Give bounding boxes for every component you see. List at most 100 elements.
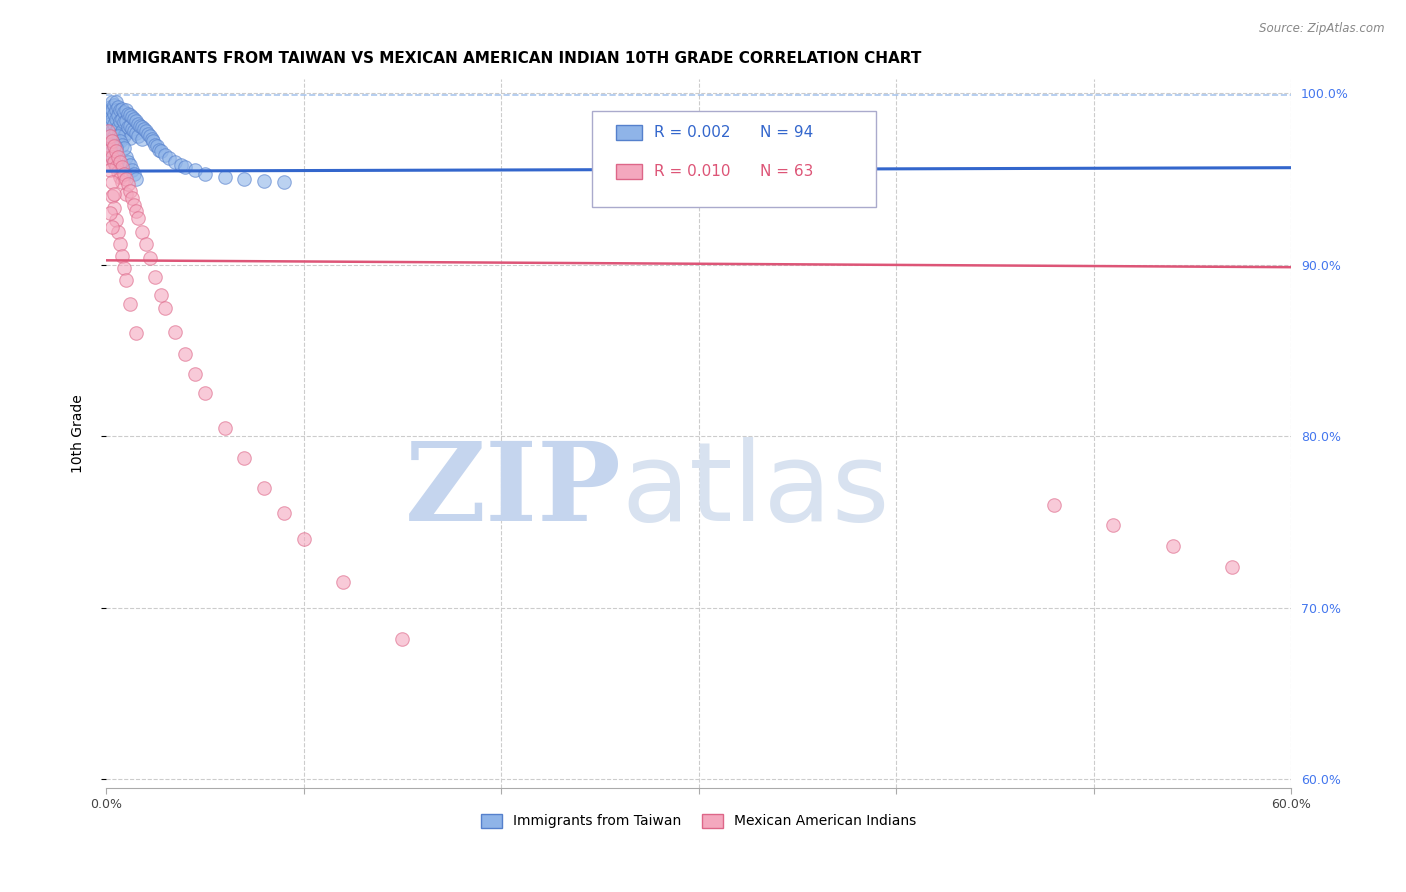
Point (122, 112, 145, 126)
Point (107, 128, 129, 143)
Point (117, 177, 139, 191)
Point (118, 184, 141, 198)
Point (233, 451, 256, 466)
Point (103, 139, 125, 153)
Point (108, 154, 131, 169)
Point (104, 213, 127, 227)
Point (125, 204, 148, 219)
Point (101, 219, 124, 234)
Point (150, 288, 173, 302)
Point (117, 106, 139, 120)
Point (114, 103, 136, 118)
Point (165, 325, 187, 339)
Point (104, 103, 127, 118)
Point (98, 163, 121, 178)
Point (121, 191, 143, 205)
Point (111, 102, 134, 116)
Point (101, 124, 124, 138)
Point (97, 103, 120, 118)
Point (98, 117, 121, 131)
Text: Source: ZipAtlas.com: Source: ZipAtlas.com (1260, 22, 1385, 36)
Point (98, 100, 121, 114)
Point (98, 128, 121, 143)
Point (98, 106, 121, 120)
Point (98, 143, 121, 157)
Point (589, 175, 612, 189)
Point (111, 112, 134, 126)
Point (101, 134, 124, 148)
Point (98, 128, 121, 143)
Point (98, 146, 121, 161)
Text: ZIP: ZIP (405, 437, 621, 544)
Point (194, 167, 217, 181)
Point (114, 171, 136, 186)
Point (97, 137, 120, 152)
Point (101, 149, 124, 163)
Point (184, 163, 207, 178)
Point (131, 132, 153, 146)
Point (104, 141, 127, 155)
Point (145, 269, 167, 284)
Point (111, 137, 134, 152)
Point (118, 108, 141, 122)
FancyBboxPatch shape (592, 112, 876, 207)
Point (273, 175, 295, 189)
Point (1043, 498, 1066, 512)
Point (118, 130, 141, 145)
Point (107, 120, 129, 135)
Point (112, 128, 135, 143)
Point (121, 122, 143, 136)
Point (707, 178, 730, 193)
Point (111, 175, 134, 189)
Point (98, 206, 121, 220)
Point (107, 108, 129, 122)
Point (104, 112, 127, 126)
Point (125, 171, 148, 186)
Point (103, 98, 125, 112)
Point (112, 115, 135, 129)
Point (127, 211, 149, 226)
Point (138, 128, 160, 143)
Point (128, 119, 150, 133)
Point (104, 124, 127, 138)
Point (118, 297, 141, 311)
Y-axis label: 10th Grade: 10th Grade (72, 394, 86, 473)
Text: atlas: atlas (621, 437, 890, 544)
Point (112, 167, 135, 181)
Point (101, 137, 124, 152)
Point (292, 532, 315, 546)
Point (114, 149, 136, 163)
Text: N = 94: N = 94 (761, 125, 814, 140)
Point (107, 149, 129, 163)
Point (136, 127, 159, 141)
Point (122, 167, 145, 181)
Point (104, 137, 127, 152)
Point (111, 249, 134, 263)
Text: N = 63: N = 63 (761, 164, 814, 179)
Point (138, 251, 160, 265)
Point (157, 151, 180, 165)
Point (107, 134, 129, 148)
Point (131, 225, 153, 239)
Point (135, 124, 157, 138)
Point (107, 165, 129, 179)
Point (108, 127, 131, 141)
Point (135, 237, 157, 252)
Point (103, 128, 125, 143)
Point (103, 187, 125, 202)
Point (125, 326, 148, 341)
Point (125, 113, 148, 128)
Point (184, 368, 207, 382)
Point (170, 158, 193, 172)
Point (155, 301, 177, 315)
Point (101, 189, 124, 203)
Point (103, 154, 125, 169)
Point (107, 225, 129, 239)
Point (104, 145, 127, 159)
Point (111, 160, 134, 174)
Point (118, 119, 141, 133)
Point (97, 124, 120, 138)
Point (101, 112, 124, 126)
Point (114, 113, 136, 128)
Point (103, 106, 125, 120)
